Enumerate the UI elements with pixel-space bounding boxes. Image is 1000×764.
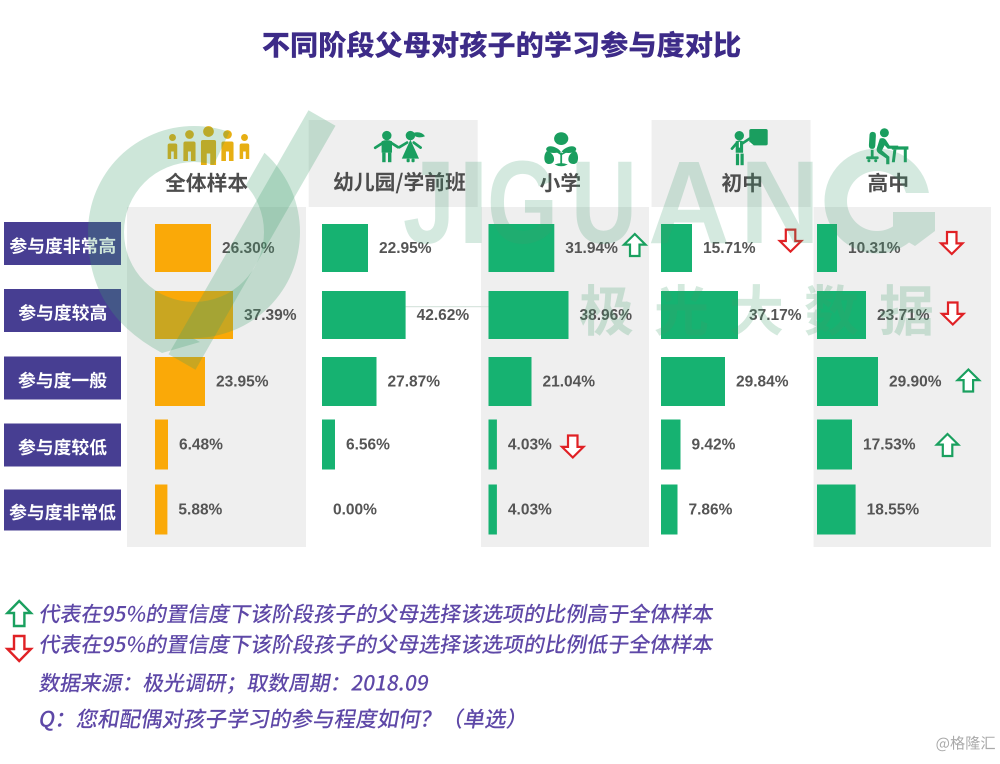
svg-text:6.56%: 6.56% [346, 437, 390, 454]
svg-text:18.55%: 18.55% [867, 502, 920, 519]
svg-text:27.87%: 27.87% [388, 374, 441, 391]
svg-text:0.00%: 0.00% [333, 502, 377, 519]
svg-text:21.04%: 21.04% [543, 374, 596, 391]
svg-text:31.94%: 31.94% [565, 240, 618, 257]
svg-text:4.03%: 4.03% [508, 502, 552, 519]
svg-text:J: J [403, 137, 455, 269]
svg-text:6.48%: 6.48% [179, 437, 223, 454]
svg-text:23.71%: 23.71% [877, 307, 930, 324]
svg-text:7.86%: 7.86% [689, 502, 733, 519]
svg-text:I: I [458, 137, 489, 269]
svg-text:10.31%: 10.31% [848, 240, 901, 257]
svg-text:A: A [648, 137, 730, 269]
svg-text:29.90%: 29.90% [889, 374, 942, 391]
svg-text:38.96%: 38.96% [580, 307, 633, 324]
svg-text:42.62%: 42.62% [417, 307, 470, 324]
svg-text:9.42%: 9.42% [692, 437, 736, 454]
svg-text:G: G [487, 137, 558, 269]
svg-text:37.17%: 37.17% [749, 307, 802, 324]
svg-text:15.71%: 15.71% [703, 240, 756, 257]
svg-text:22.95%: 22.95% [379, 240, 432, 257]
svg-text:37.39%: 37.39% [244, 307, 297, 324]
svg-text:5.88%: 5.88% [178, 502, 222, 519]
svg-text:U: U [571, 137, 637, 269]
svg-text:29.84%: 29.84% [736, 374, 789, 391]
svg-text:17.53%: 17.53% [863, 437, 916, 454]
svg-text:N: N [740, 137, 820, 269]
svg-text:4.03%: 4.03% [508, 437, 552, 454]
svg-text:23.95%: 23.95% [216, 374, 269, 391]
svg-text:26.30%: 26.30% [222, 240, 275, 257]
